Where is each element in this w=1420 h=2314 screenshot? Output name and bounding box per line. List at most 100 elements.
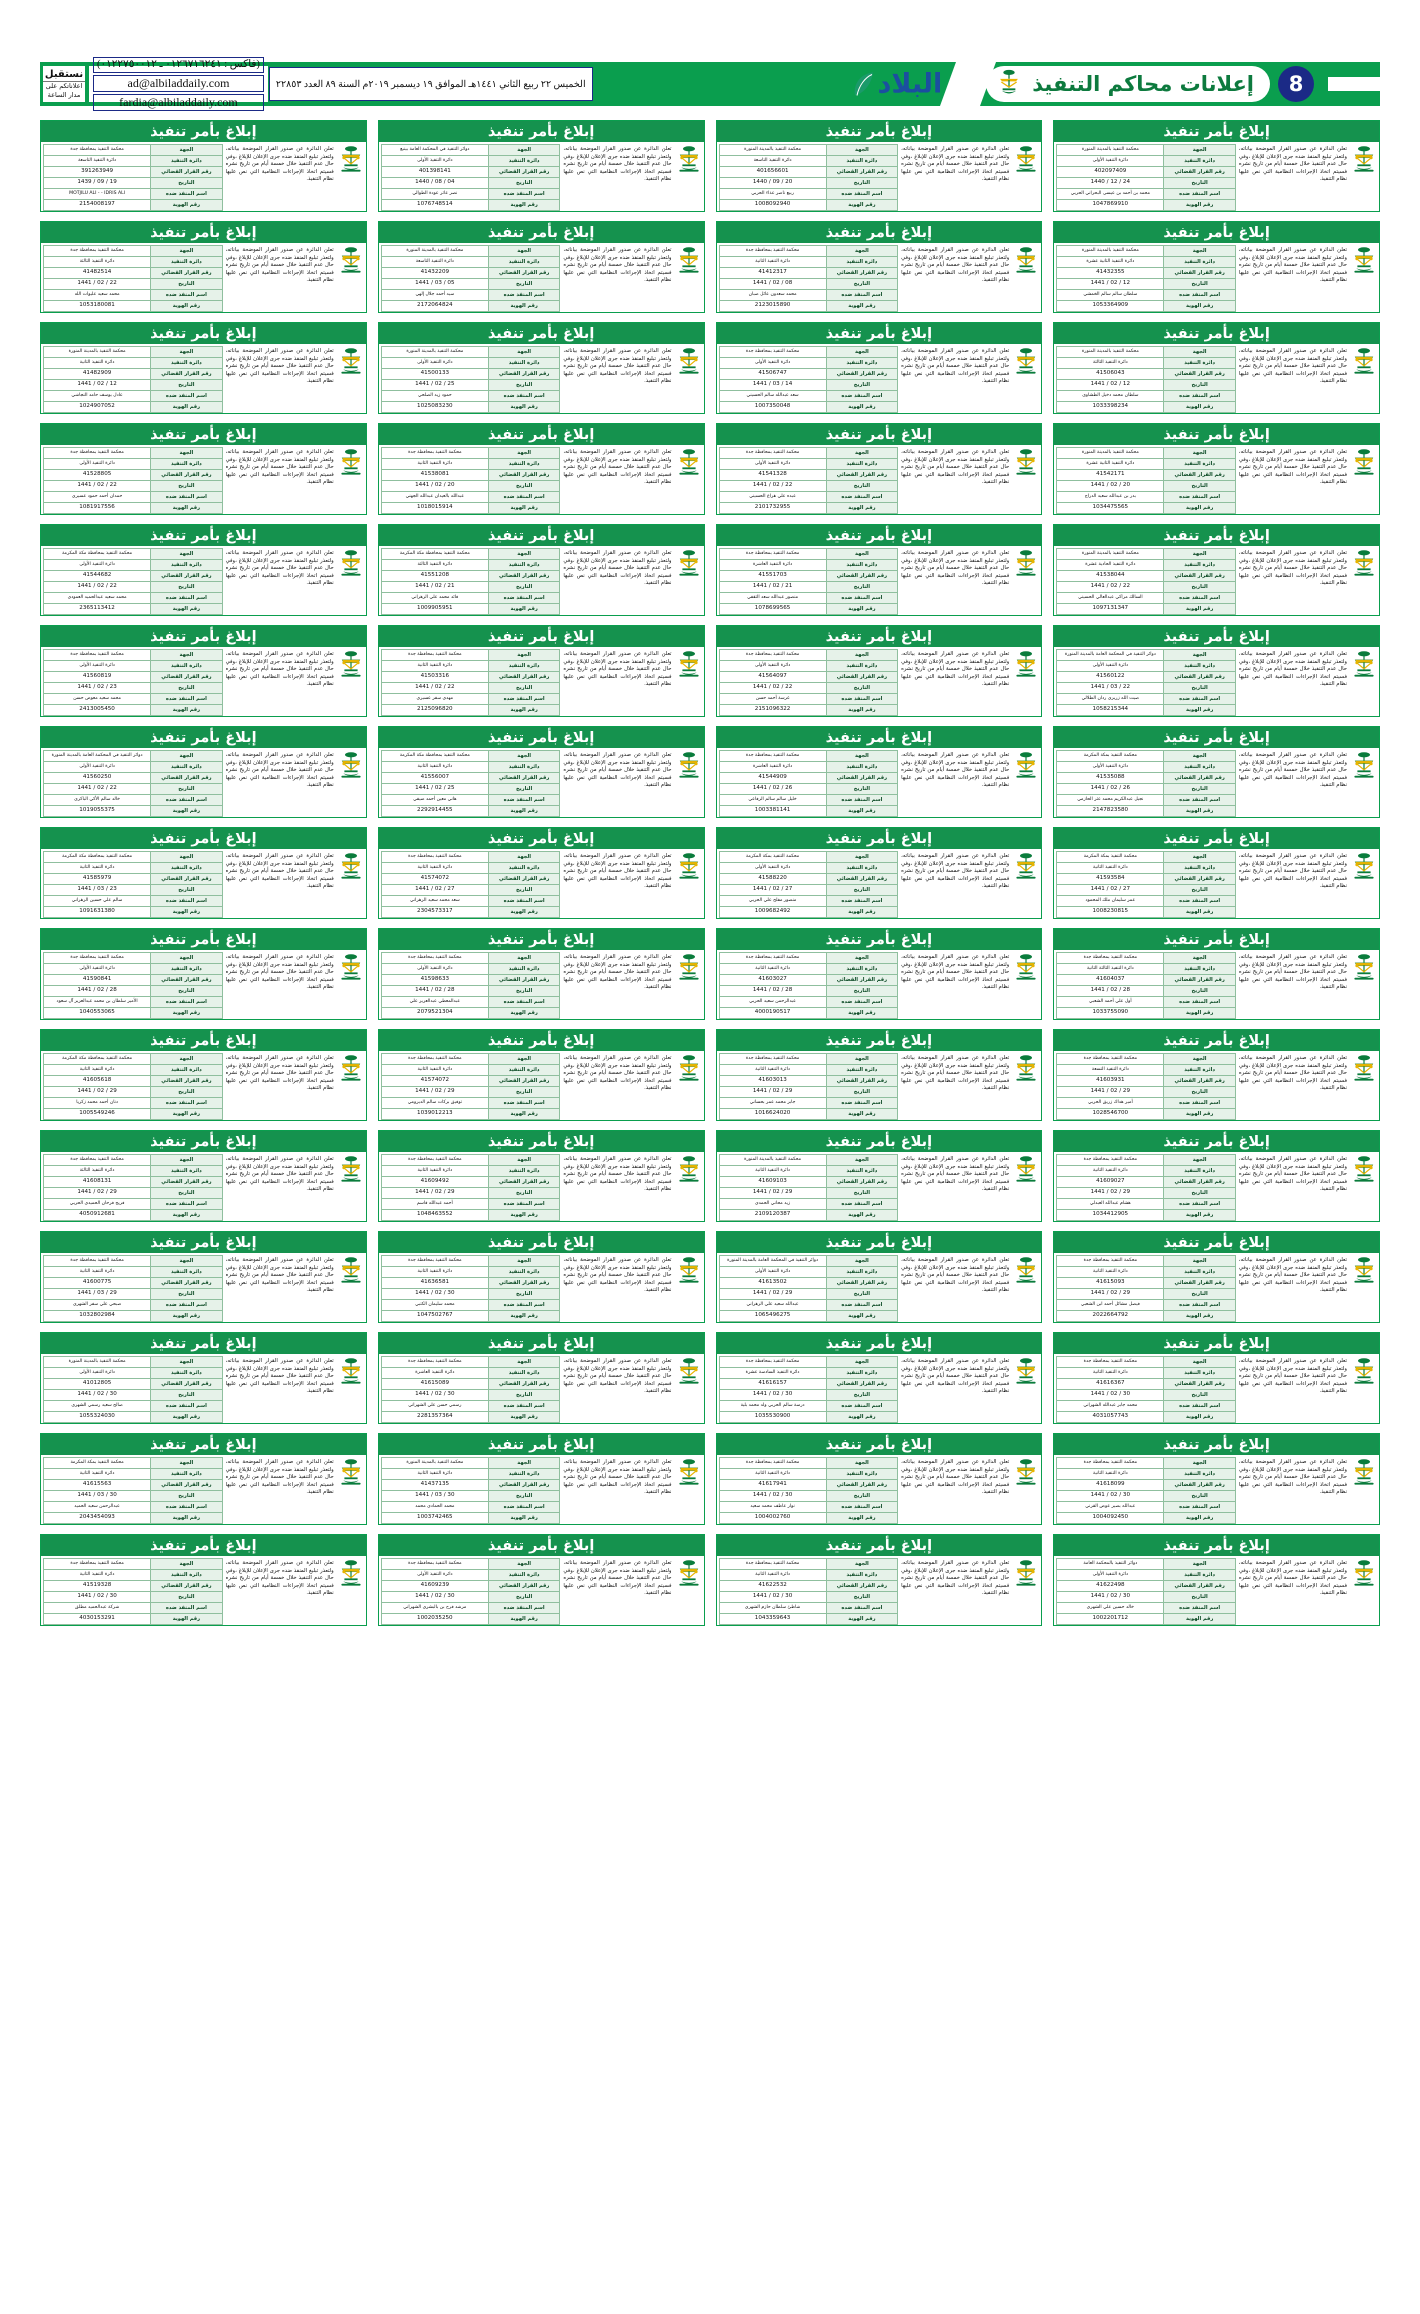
card-title: إبلاغ بأمر تنفيذ — [1054, 323, 1379, 345]
announcement-card-53[interactable]: إبلاغ بأمر تنفيذ تعلن الدائرة عن — [1053, 1433, 1380, 1525]
announcement-card-18[interactable]: إبلاغ بأمر تنفيذ تعلن الدائرة عن — [715, 524, 1043, 616]
label-ism: اسم المنفذ ضده — [825, 289, 899, 302]
announcement-card-14[interactable]: إبلاغ بأمر تنفيذ تعلن الدائرة عن — [715, 423, 1043, 515]
announcement-card-44[interactable]: إبلاغ بأمر تنفيذ تعلن الدائرة عن — [40, 1130, 367, 1222]
announcement-card-23[interactable]: إبلاغ بأمر تنفيذ تعلن الدائرة عن — [377, 625, 705, 717]
value-hawiya: 1097131347 — [1056, 603, 1165, 615]
value-jiha: محكمة التنفيذ بمكة المكرمة — [42, 1457, 152, 1470]
announcement-card-16[interactable]: إبلاغ بأمر تنفيذ تعلن الدائرة عن — [40, 423, 367, 515]
announcement-card-28[interactable]: إبلاغ بأمر تنفيذ تعلن الدائرة عن — [40, 726, 367, 818]
announcement-card-11[interactable]: إبلاغ بأمر تنفيذ تعلن الدائرة عن — [377, 322, 705, 414]
masthead-left: الخميس ٢٢ ربيع الثاني ١٤٤١هـ الموافق ١٩ … — [40, 57, 599, 111]
announcement-body: تعلن الدائرة عن صدور القرار الموضحة بيان… — [901, 449, 1010, 486]
table-row: التاريخ 22 / 02 / 1441 — [718, 480, 899, 493]
announcement-card-45[interactable]: إبلاغ بأمر تنفيذ تعلن الدائرة عن — [1053, 1231, 1380, 1323]
announcement-card-47[interactable]: إبلاغ بأمر تنفيذ تعلن الدائرة عن — [377, 1231, 705, 1323]
announcement-card-21[interactable]: إبلاغ بأمر تنفيذ تعلن الدائرة عن — [1053, 625, 1380, 717]
announcement-card-7[interactable]: إبلاغ بأمر تنفيذ تعلن الدائرة عن — [377, 221, 705, 313]
announcement-card-50[interactable]: إبلاغ بأمر تنفيذ تعلن الدائرة عن — [715, 1332, 1043, 1424]
announcement-card-31[interactable]: إبلاغ بأمر تنفيذ تعلن الدائرة عن — [377, 827, 705, 919]
table-row: دائرة التنفيذ دائرة التنفيذ الثانية — [42, 862, 223, 875]
announcement-card-43[interactable]: إبلاغ بأمر تنفيذ تعلن الدائرة عن — [377, 1130, 705, 1222]
announcement-card-22[interactable]: إبلاغ بأمر تنفيذ تعلن الدائرة عن — [715, 625, 1043, 717]
announcement-card-52[interactable]: إبلاغ بأمر تنفيذ تعلن الدائرة عن — [40, 1332, 367, 1424]
announcement-card-36[interactable]: إبلاغ بأمر تنفيذ تعلن الدائرة عن — [40, 928, 367, 1020]
announcement-card-24[interactable]: إبلاغ بأمر تنفيذ تعلن الدائرة عن — [40, 625, 367, 717]
announcement-card-42[interactable]: إبلاغ بأمر تنفيذ تعلن الدائرة عن — [715, 1130, 1043, 1222]
table-row: دائرة التنفيذ دائرة التنفيذ الأولى — [380, 1569, 561, 1582]
justice-emblem-icon — [1016, 1257, 1036, 1283]
card-text-wrap: تعلن الدائرة عن صدور القرار الموضحة بيان… — [1238, 1255, 1349, 1320]
table-row: الجهة دوائر التنفيذ بالمحكمة العامة — [1056, 1558, 1236, 1571]
masthead-right: 8 إعلانات محاكم التنفيذ — [986, 62, 1380, 106]
announcement-card-27[interactable]: إبلاغ بأمر تنفيذ تعلن الدائرة عن — [377, 726, 705, 818]
announcement-card-2[interactable]: إبلاغ بأمر تنفيذ تعلن الدائرة عن — [715, 120, 1043, 212]
table-row: الجهة محكمة التنفيذ بمحافظة جدة — [42, 245, 223, 258]
announcement-card-25[interactable]: إبلاغ بأمر تنفيذ تعلن الدائرة عن — [1053, 726, 1380, 818]
announcement-card-33[interactable]: إبلاغ بأمر تنفيذ تعلن الدائرة عن — [1053, 928, 1380, 1020]
announcement-card-13[interactable]: إبلاغ بأمر تنفيذ تعلن الدائرة عن — [1053, 423, 1380, 515]
announcement-card-20[interactable]: إبلاغ بأمر تنفيذ تعلن الدائرة عن — [40, 524, 367, 616]
announcement-card-30[interactable]: إبلاغ بأمر تنفيذ تعلن الدائرة عن — [715, 827, 1043, 919]
announcement-card-58[interactable]: إبلاغ بأمر تنفيذ تعلن الدائرة عن — [715, 1534, 1043, 1626]
announcement-card-3[interactable]: إبلاغ بأمر تنفيذ تعلن الدائرة عن — [377, 120, 705, 212]
announcement-card-46[interactable]: إبلاغ بأمر تنفيذ تعلن الدائرة عن — [715, 1231, 1043, 1323]
justice-emblem-icon — [341, 1560, 361, 1586]
table-row: رقم القرار القضائي 41574072 — [380, 1075, 561, 1088]
announcement-card-55[interactable]: إبلاغ بأمر تنفيذ تعلن الدائرة عن — [377, 1433, 705, 1525]
card-text-wrap: تعلن الدائرة عن صدور القرار الموضحة بيان… — [562, 144, 673, 209]
announcement-card-40[interactable]: إبلاغ بأمر تنفيذ تعلن الدائرة عن — [40, 1029, 367, 1121]
card-body: تعلن الدائرة عن صدور القرار الموضحة بيان… — [717, 1455, 1042, 1524]
label-jiha: الجهة — [1163, 1558, 1236, 1571]
announcement-card-12[interactable]: إبلاغ بأمر تنفيذ تعلن الدائرة عن — [40, 322, 367, 414]
table-row: رقم الهوية 1028546700 — [1056, 1108, 1236, 1120]
announcement-card-34[interactable]: إبلاغ بأمر تنفيذ تعلن الدائرة عن — [715, 928, 1043, 1020]
announcement-card-32[interactable]: إبلاغ بأمر تنفيذ تعلن الدائرة عن — [40, 827, 367, 919]
card-emblem — [1013, 1255, 1039, 1320]
announcement-card-35[interactable]: إبلاغ بأمر تنفيذ تعلن الدائرة عن — [377, 928, 705, 1020]
announcement-card-48[interactable]: إبلاغ بأمر تنفيذ تعلن الدائرة عن — [40, 1231, 367, 1323]
announcement-card-39[interactable]: إبلاغ بأمر تنفيذ تعلن الدائرة عن — [377, 1029, 705, 1121]
announcement-card-51[interactable]: إبلاغ بأمر تنفيذ تعلن الدائرة عن — [377, 1332, 705, 1424]
card-title-text: إبلاغ بأمر تنفيذ — [825, 1335, 933, 1352]
announcement-card-57[interactable]: إبلاغ بأمر تنفيذ تعلن الدائرة عن — [1053, 1534, 1380, 1626]
value-ism: صيت الله زريزي ردان الطلالي — [1056, 693, 1165, 706]
announcement-card-4[interactable]: إبلاغ بأمر تنفيذ تعلن الدائرة عن — [40, 120, 367, 212]
announcement-card-6[interactable]: إبلاغ بأمر تنفيذ تعلن الدائرة عن — [715, 221, 1043, 313]
email-fardia[interactable]: fardia@albiladdaily.com — [93, 93, 264, 111]
label-jiha: الجهة — [150, 649, 223, 662]
announcement-card-29[interactable]: إبلاغ بأمر تنفيذ تعلن الدائرة عن — [1053, 827, 1380, 919]
announcement-card-19[interactable]: إبلاغ بأمر تنفيذ تعلن الدائرة عن — [377, 524, 705, 616]
announcement-card-54[interactable]: إبلاغ بأمر تنفيذ تعلن الدائرة عن — [715, 1433, 1043, 1525]
table-row: رقم القرار القضائي 41613502 — [718, 1277, 899, 1290]
announcement-table: الجهة محكمة التنفيذ بمكة المكرمة دائرة ال… — [1056, 851, 1236, 918]
table-row: اسم المنفذ ضده جابر محمد عمر بحساني — [718, 1097, 899, 1110]
announcement-body: تعلن الدائرة عن صدور القرار الموضحة بيان… — [563, 853, 672, 890]
label-jiha: الجهة — [825, 548, 899, 561]
card-title: إبلاغ بأمر تنفيذ — [41, 828, 366, 850]
value-rakam: 41541328 — [718, 469, 827, 482]
label-rakam: رقم القرار القضائي — [825, 1277, 899, 1290]
announcement-card-56[interactable]: إبلاغ بأمر تنفيذ تعلن الدائرة عن — [40, 1433, 367, 1525]
announcement-card-8[interactable]: إبلاغ بأمر تنفيذ تعلن الدائرة عن — [40, 221, 367, 313]
label-hawiya: رقم الهوية — [487, 1310, 561, 1322]
announcement-card-5[interactable]: إبلاغ بأمر تنفيذ تعلن الدائرة عن — [1053, 221, 1380, 313]
label-jiha: الجهة — [150, 1053, 223, 1066]
announcement-card-49[interactable]: إبلاغ بأمر تنفيذ تعلن الدائرة عن — [1053, 1332, 1380, 1424]
value-ism: أمير هداك زريق الحربي — [1056, 1097, 1165, 1110]
announcement-card-38[interactable]: إبلاغ بأمر تنفيذ تعلن الدائرة عن — [715, 1029, 1043, 1121]
announcement-card-10[interactable]: إبلاغ بأمر تنفيذ تعلن الدائرة عن — [715, 322, 1043, 414]
announcement-card-37[interactable]: إبلاغ بأمر تنفيذ تعلن الدائرة عن — [1053, 1029, 1380, 1121]
table-row: دائرة التنفيذ دائرة التنفيذ الأولى — [1056, 660, 1236, 673]
announcement-card-9[interactable]: إبلاغ بأمر تنفيذ تعلن الدائرة عن — [1053, 322, 1380, 414]
announcement-card-41[interactable]: إبلاغ بأمر تنفيذ تعلن الدائرة عن — [1053, 1130, 1380, 1222]
email-ad[interactable]: ad@albiladdaily.com — [93, 74, 264, 92]
announcement-card-26[interactable]: إبلاغ بأمر تنفيذ تعلن الدائرة عن — [715, 726, 1043, 818]
announcement-card-60[interactable]: إبلاغ بأمر تنفيذ تعلن الدائرة عن — [40, 1534, 367, 1626]
announcement-card-59[interactable]: إبلاغ بأمر تنفيذ تعلن الدائرة عن — [377, 1534, 705, 1626]
announcement-card-15[interactable]: إبلاغ بأمر تنفيذ تعلن الدائرة عن — [377, 423, 705, 515]
announcement-card-1[interactable]: إبلاغ بأمر تنفيذ تعلن الدائرة عن — [1053, 120, 1380, 212]
label-daira: دائرة التنفيذ — [150, 357, 223, 370]
announcement-card-17[interactable]: إبلاغ بأمر تنفيذ تعلن الدائرة عن — [1053, 524, 1380, 616]
label-jiha: الجهة — [487, 649, 561, 662]
